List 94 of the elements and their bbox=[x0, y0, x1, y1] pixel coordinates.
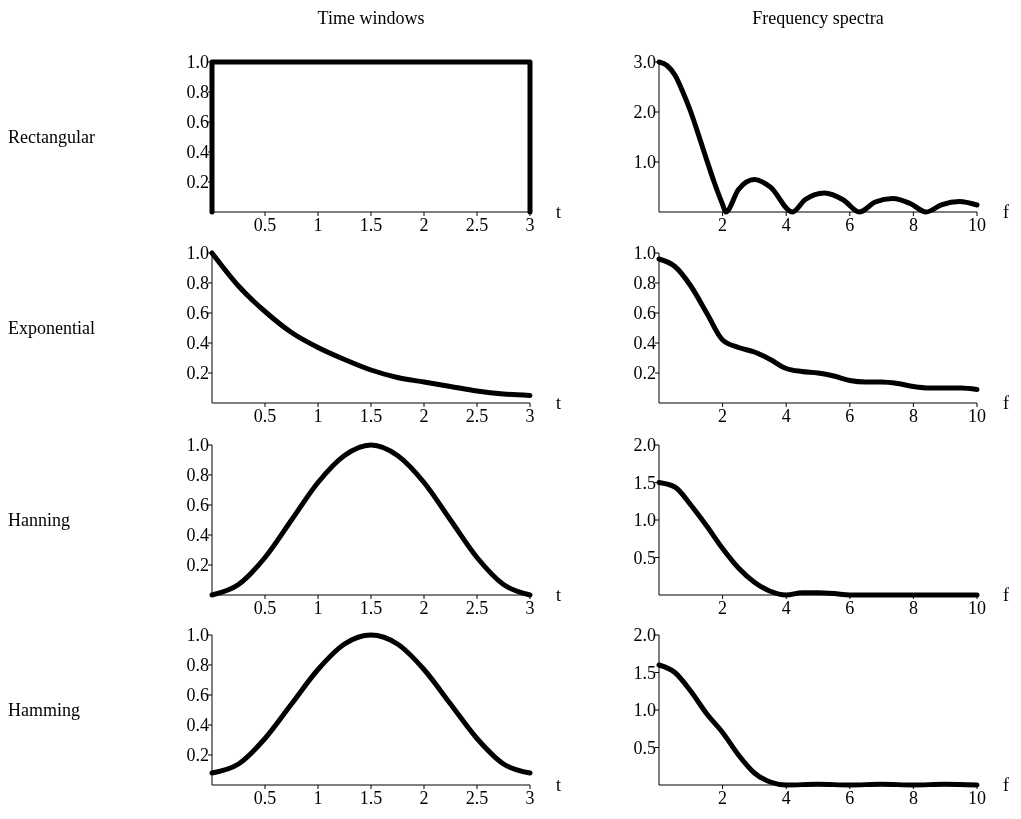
y-tick-label: 0.5 bbox=[633, 737, 656, 758]
x-tick-label: 1.5 bbox=[359, 406, 383, 426]
x-tick-label: 2 bbox=[718, 215, 728, 235]
y-tick-label: 0.8 bbox=[186, 465, 209, 485]
x-tick-label: 6 bbox=[845, 215, 855, 235]
y-tick-label: 0.6 bbox=[186, 685, 209, 705]
x-tick-label: 4 bbox=[781, 788, 791, 808]
x-tick-label: 4 bbox=[781, 215, 791, 235]
y-tick-label: 0.2 bbox=[186, 745, 209, 765]
x-tick-label: 1.5 bbox=[359, 788, 383, 808]
y-tick-label: 1.0 bbox=[633, 152, 656, 172]
y-tick-label: 0.6 bbox=[633, 303, 656, 323]
x-axis-title: f bbox=[1003, 393, 1009, 413]
x-tick-label: 6 bbox=[845, 598, 855, 618]
x-tick-label: 8 bbox=[908, 406, 918, 426]
y-tick-label: 0.8 bbox=[633, 273, 656, 293]
x-tick-label: 3 bbox=[525, 788, 535, 808]
y-tick-label: 2.0 bbox=[633, 435, 656, 455]
x-tick-label: 3 bbox=[525, 215, 535, 235]
x-axis-title: t bbox=[556, 775, 562, 795]
x-tick-label: 2.5 bbox=[465, 788, 489, 808]
y-tick-label: 1.0 bbox=[186, 625, 209, 645]
x-tick-label: 1 bbox=[313, 788, 323, 808]
x-axis-title: t bbox=[556, 202, 562, 222]
y-tick-label: 1.0 bbox=[633, 243, 656, 263]
y-tick-label: 1.0 bbox=[186, 243, 209, 263]
x-tick-label: 3 bbox=[525, 406, 535, 426]
x-tick-label: 2.5 bbox=[465, 215, 489, 235]
x-tick-label: 8 bbox=[908, 215, 918, 235]
y-axis-title: Hamming bbox=[8, 700, 80, 720]
x-tick-label: 2.5 bbox=[465, 598, 489, 618]
y-axis-title: Hanning bbox=[8, 510, 70, 530]
x-tick-label: 0.5 bbox=[253, 406, 277, 426]
y-tick-label: 1.5 bbox=[633, 662, 656, 683]
x-tick-label: 1 bbox=[313, 598, 323, 618]
x-tick-label: 4 bbox=[781, 598, 791, 618]
x-tick-label: 2 bbox=[419, 406, 429, 426]
y-tick-label: 2.0 bbox=[633, 102, 656, 122]
y-tick-label: 0.8 bbox=[186, 655, 209, 675]
x-tick-label: 1.5 bbox=[359, 215, 383, 235]
x-axis-title: f bbox=[1003, 775, 1009, 795]
y-tick-label: 0.4 bbox=[186, 142, 209, 162]
x-tick-label: 2 bbox=[419, 598, 429, 618]
y-tick-label: 1.0 bbox=[186, 435, 209, 455]
x-axis-title: f bbox=[1003, 585, 1009, 605]
y-tick-label: 0.4 bbox=[186, 525, 209, 545]
y-tick-label: 0.5 bbox=[633, 547, 656, 568]
x-axis-title: t bbox=[556, 393, 562, 413]
x-tick-label: 8 bbox=[908, 598, 918, 618]
y-tick-label: 0.4 bbox=[186, 333, 209, 353]
x-tick-label: 2 bbox=[419, 215, 429, 235]
y-tick-label: 1.0 bbox=[186, 52, 209, 72]
y-axis-title: Rectangular bbox=[8, 127, 95, 147]
y-tick-label: 1.0 bbox=[633, 510, 656, 530]
x-tick-label: 3 bbox=[525, 598, 535, 618]
y-tick-label: 1.5 bbox=[633, 472, 656, 493]
y-tick-label: 0.4 bbox=[633, 333, 656, 353]
x-tick-label: 2 bbox=[718, 788, 728, 808]
y-tick-label: 0.6 bbox=[186, 303, 209, 323]
y-tick-label: 0.8 bbox=[186, 273, 209, 293]
x-axis-title: f bbox=[1003, 202, 1009, 222]
y-tick-label: 0.2 bbox=[186, 363, 209, 383]
x-tick-label: 4 bbox=[781, 406, 791, 426]
y-tick-label: 3.0 bbox=[633, 52, 656, 72]
x-tick-label: 10 bbox=[968, 788, 986, 808]
chart-title: Frequency spectra bbox=[752, 8, 884, 28]
x-tick-label: 10 bbox=[968, 598, 986, 618]
x-tick-label: 2 bbox=[718, 406, 728, 426]
x-tick-label: 2.5 bbox=[465, 406, 489, 426]
x-tick-label: 10 bbox=[968, 215, 986, 235]
x-tick-label: 1 bbox=[313, 215, 323, 235]
x-tick-label: 1 bbox=[313, 406, 323, 426]
x-tick-label: 0.5 bbox=[253, 598, 277, 618]
y-tick-label: 0.6 bbox=[186, 112, 209, 132]
x-tick-label: 10 bbox=[968, 406, 986, 426]
y-tick-label: 1.0 bbox=[633, 700, 656, 720]
chart-title: Time windows bbox=[317, 8, 425, 28]
x-tick-label: 6 bbox=[845, 788, 855, 808]
x-axis-title: t bbox=[556, 585, 562, 605]
x-tick-label: 8 bbox=[908, 788, 918, 808]
x-tick-label: 0.5 bbox=[253, 788, 277, 808]
y-tick-label: 2.0 bbox=[633, 625, 656, 645]
x-tick-label: 2 bbox=[419, 788, 429, 808]
x-tick-label: 2 bbox=[718, 598, 728, 618]
y-tick-label: 0.2 bbox=[186, 172, 209, 192]
x-tick-label: 0.5 bbox=[253, 215, 277, 235]
y-tick-label: 0.4 bbox=[186, 715, 209, 735]
y-tick-label: 0.8 bbox=[186, 82, 209, 102]
y-tick-label: 0.2 bbox=[186, 555, 209, 575]
x-tick-label: 6 bbox=[845, 406, 855, 426]
y-axis-title: Exponential bbox=[8, 318, 95, 338]
y-tick-label: 0.6 bbox=[186, 495, 209, 515]
x-tick-label: 1.5 bbox=[359, 598, 383, 618]
y-tick-label: 0.2 bbox=[633, 363, 656, 383]
